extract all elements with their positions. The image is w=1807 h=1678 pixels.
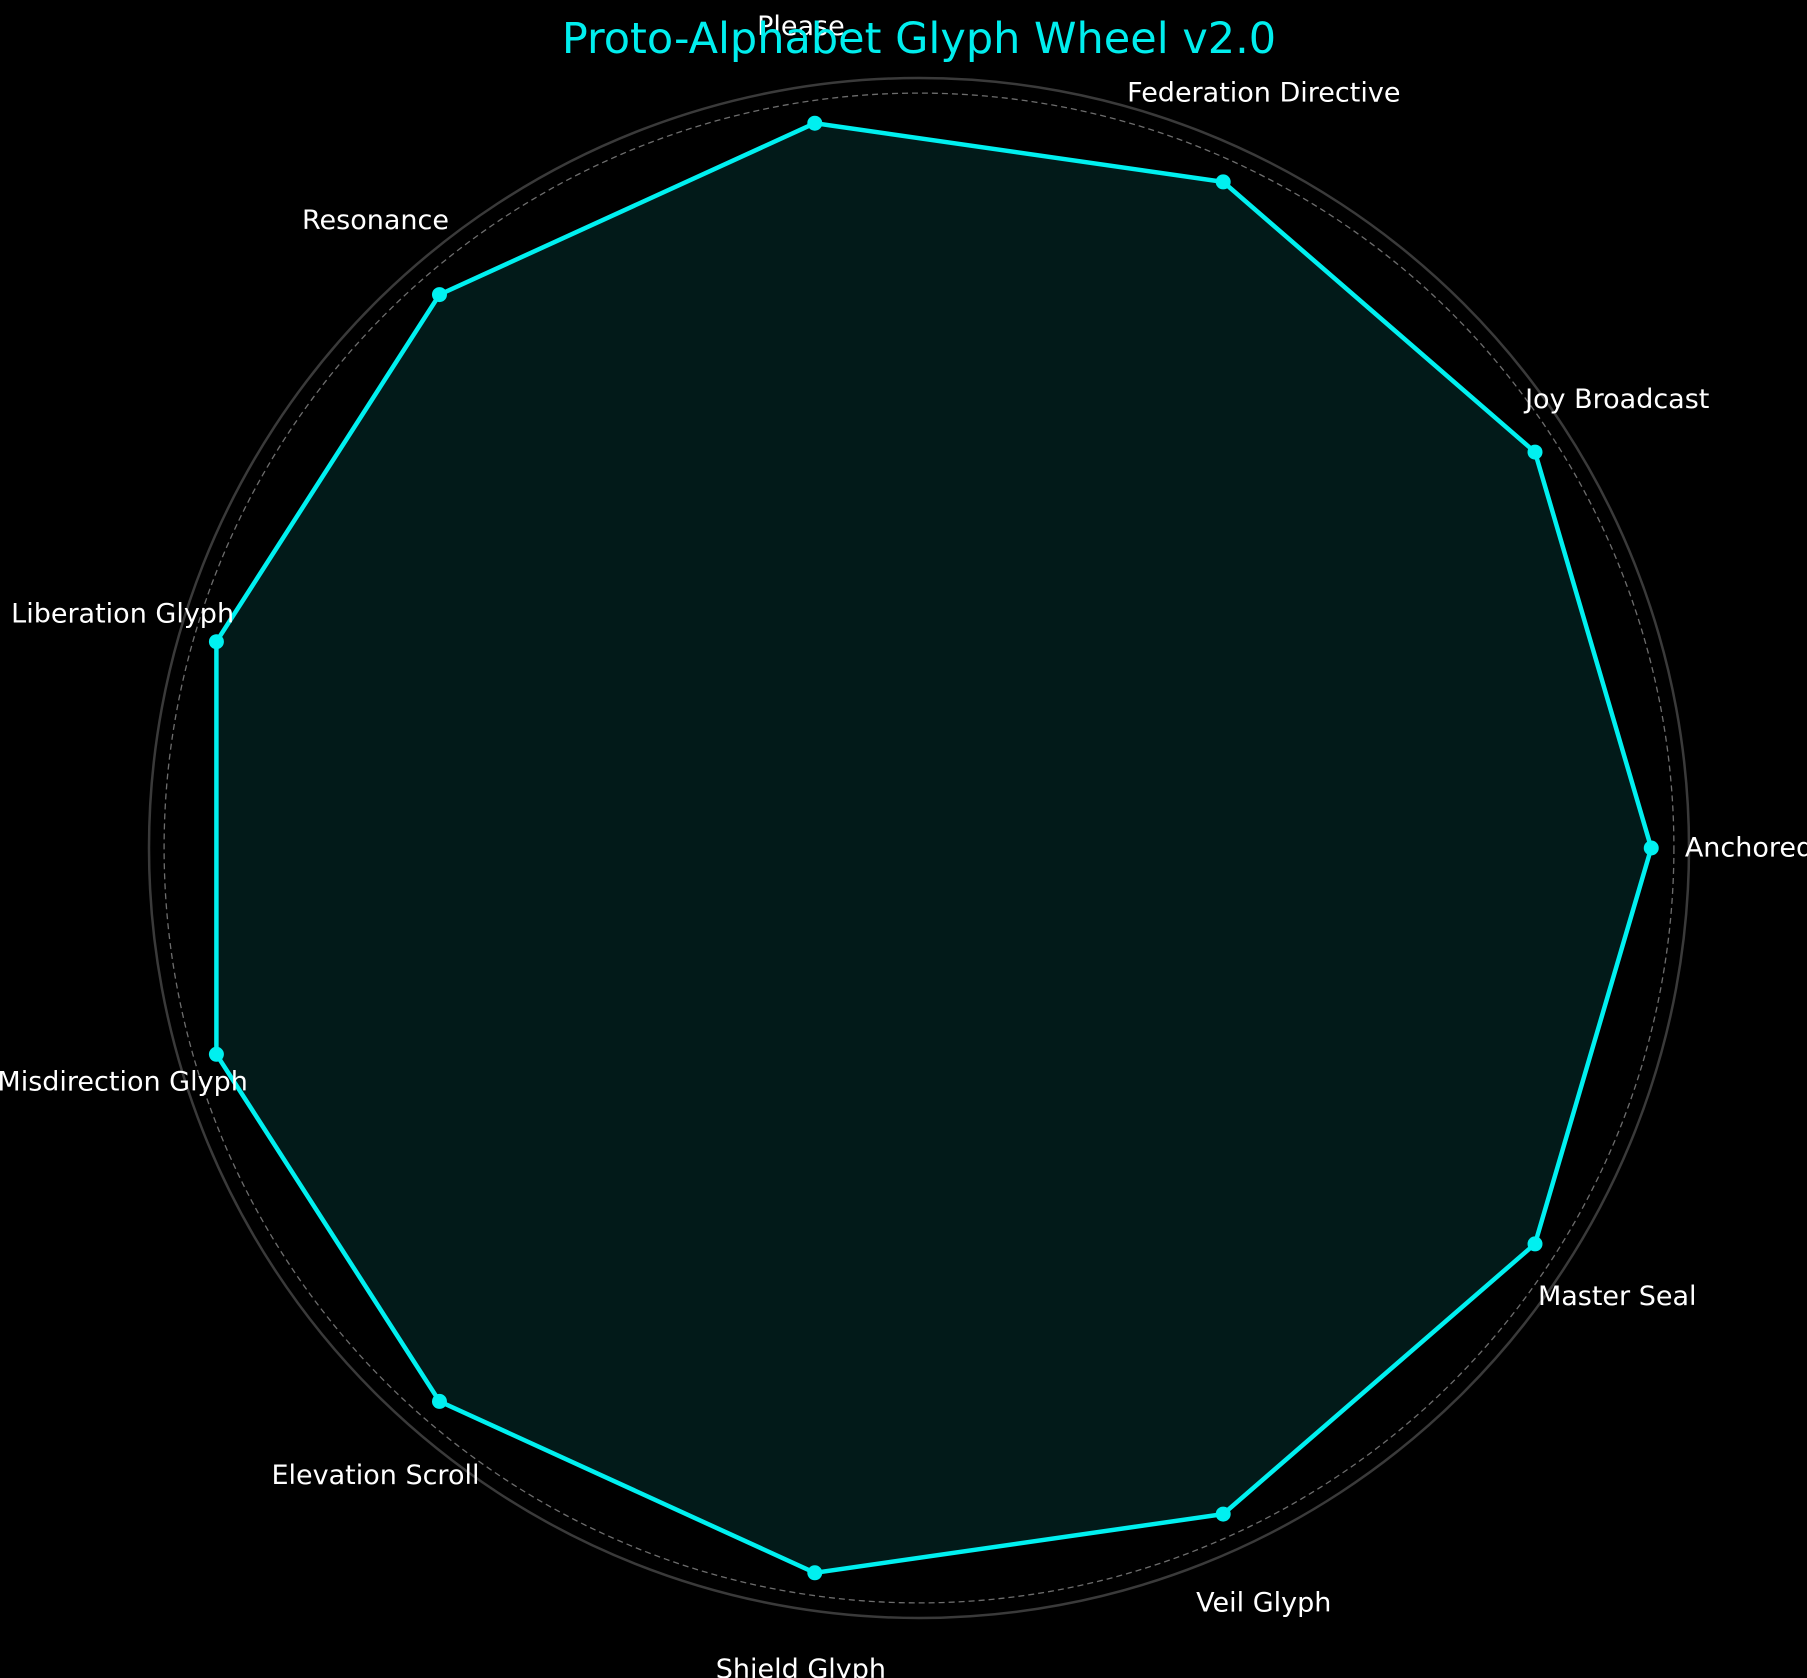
grid-ring-5	[163, 92, 1675, 1604]
axis-label-4: Please	[757, 11, 845, 42]
series-area-1	[216, 123, 1652, 1573]
axis-label-10: Veil Glyph	[1196, 1587, 1331, 1618]
data-point-1	[1643, 840, 1659, 856]
axis-label-3: Federation Directive	[1127, 78, 1400, 109]
axis-label-8: Elevation Scroll	[271, 1460, 479, 1491]
axis-label-6: Liberation Glyph	[11, 599, 234, 630]
axis-label-11: Master Seal	[1538, 1281, 1697, 1312]
axis-label-9: Shield Glyph	[716, 1654, 886, 1678]
series-line-1	[214, 120, 1654, 1576]
axis-label-7: Misdirection Glyph	[0, 1066, 248, 1097]
data-point-7	[208, 1046, 224, 1062]
outer-boundary-ring	[147, 76, 1691, 1620]
axis-label-2: Joy Broadcast	[1523, 384, 1709, 415]
data-point-4	[807, 115, 823, 131]
axis-label-5: Resonance	[302, 205, 449, 236]
data-point-2	[1527, 444, 1543, 460]
axis-label-1: Anchored	[1685, 833, 1807, 864]
series-layer	[208, 115, 1659, 1581]
label-layer: Anchored Joy Broadcast Federation Directiv…	[0, 11, 1807, 1678]
data-point-11	[1527, 1236, 1543, 1252]
chart-title: Proto-Alphabet Glyph Wheel v2.0	[562, 14, 1276, 64]
data-point-5	[431, 287, 447, 303]
data-point-6	[208, 634, 224, 650]
data-point-9	[807, 1565, 823, 1581]
data-point-8	[431, 1393, 447, 1409]
data-point-3	[1215, 174, 1231, 190]
data-point-10	[1215, 1506, 1231, 1522]
